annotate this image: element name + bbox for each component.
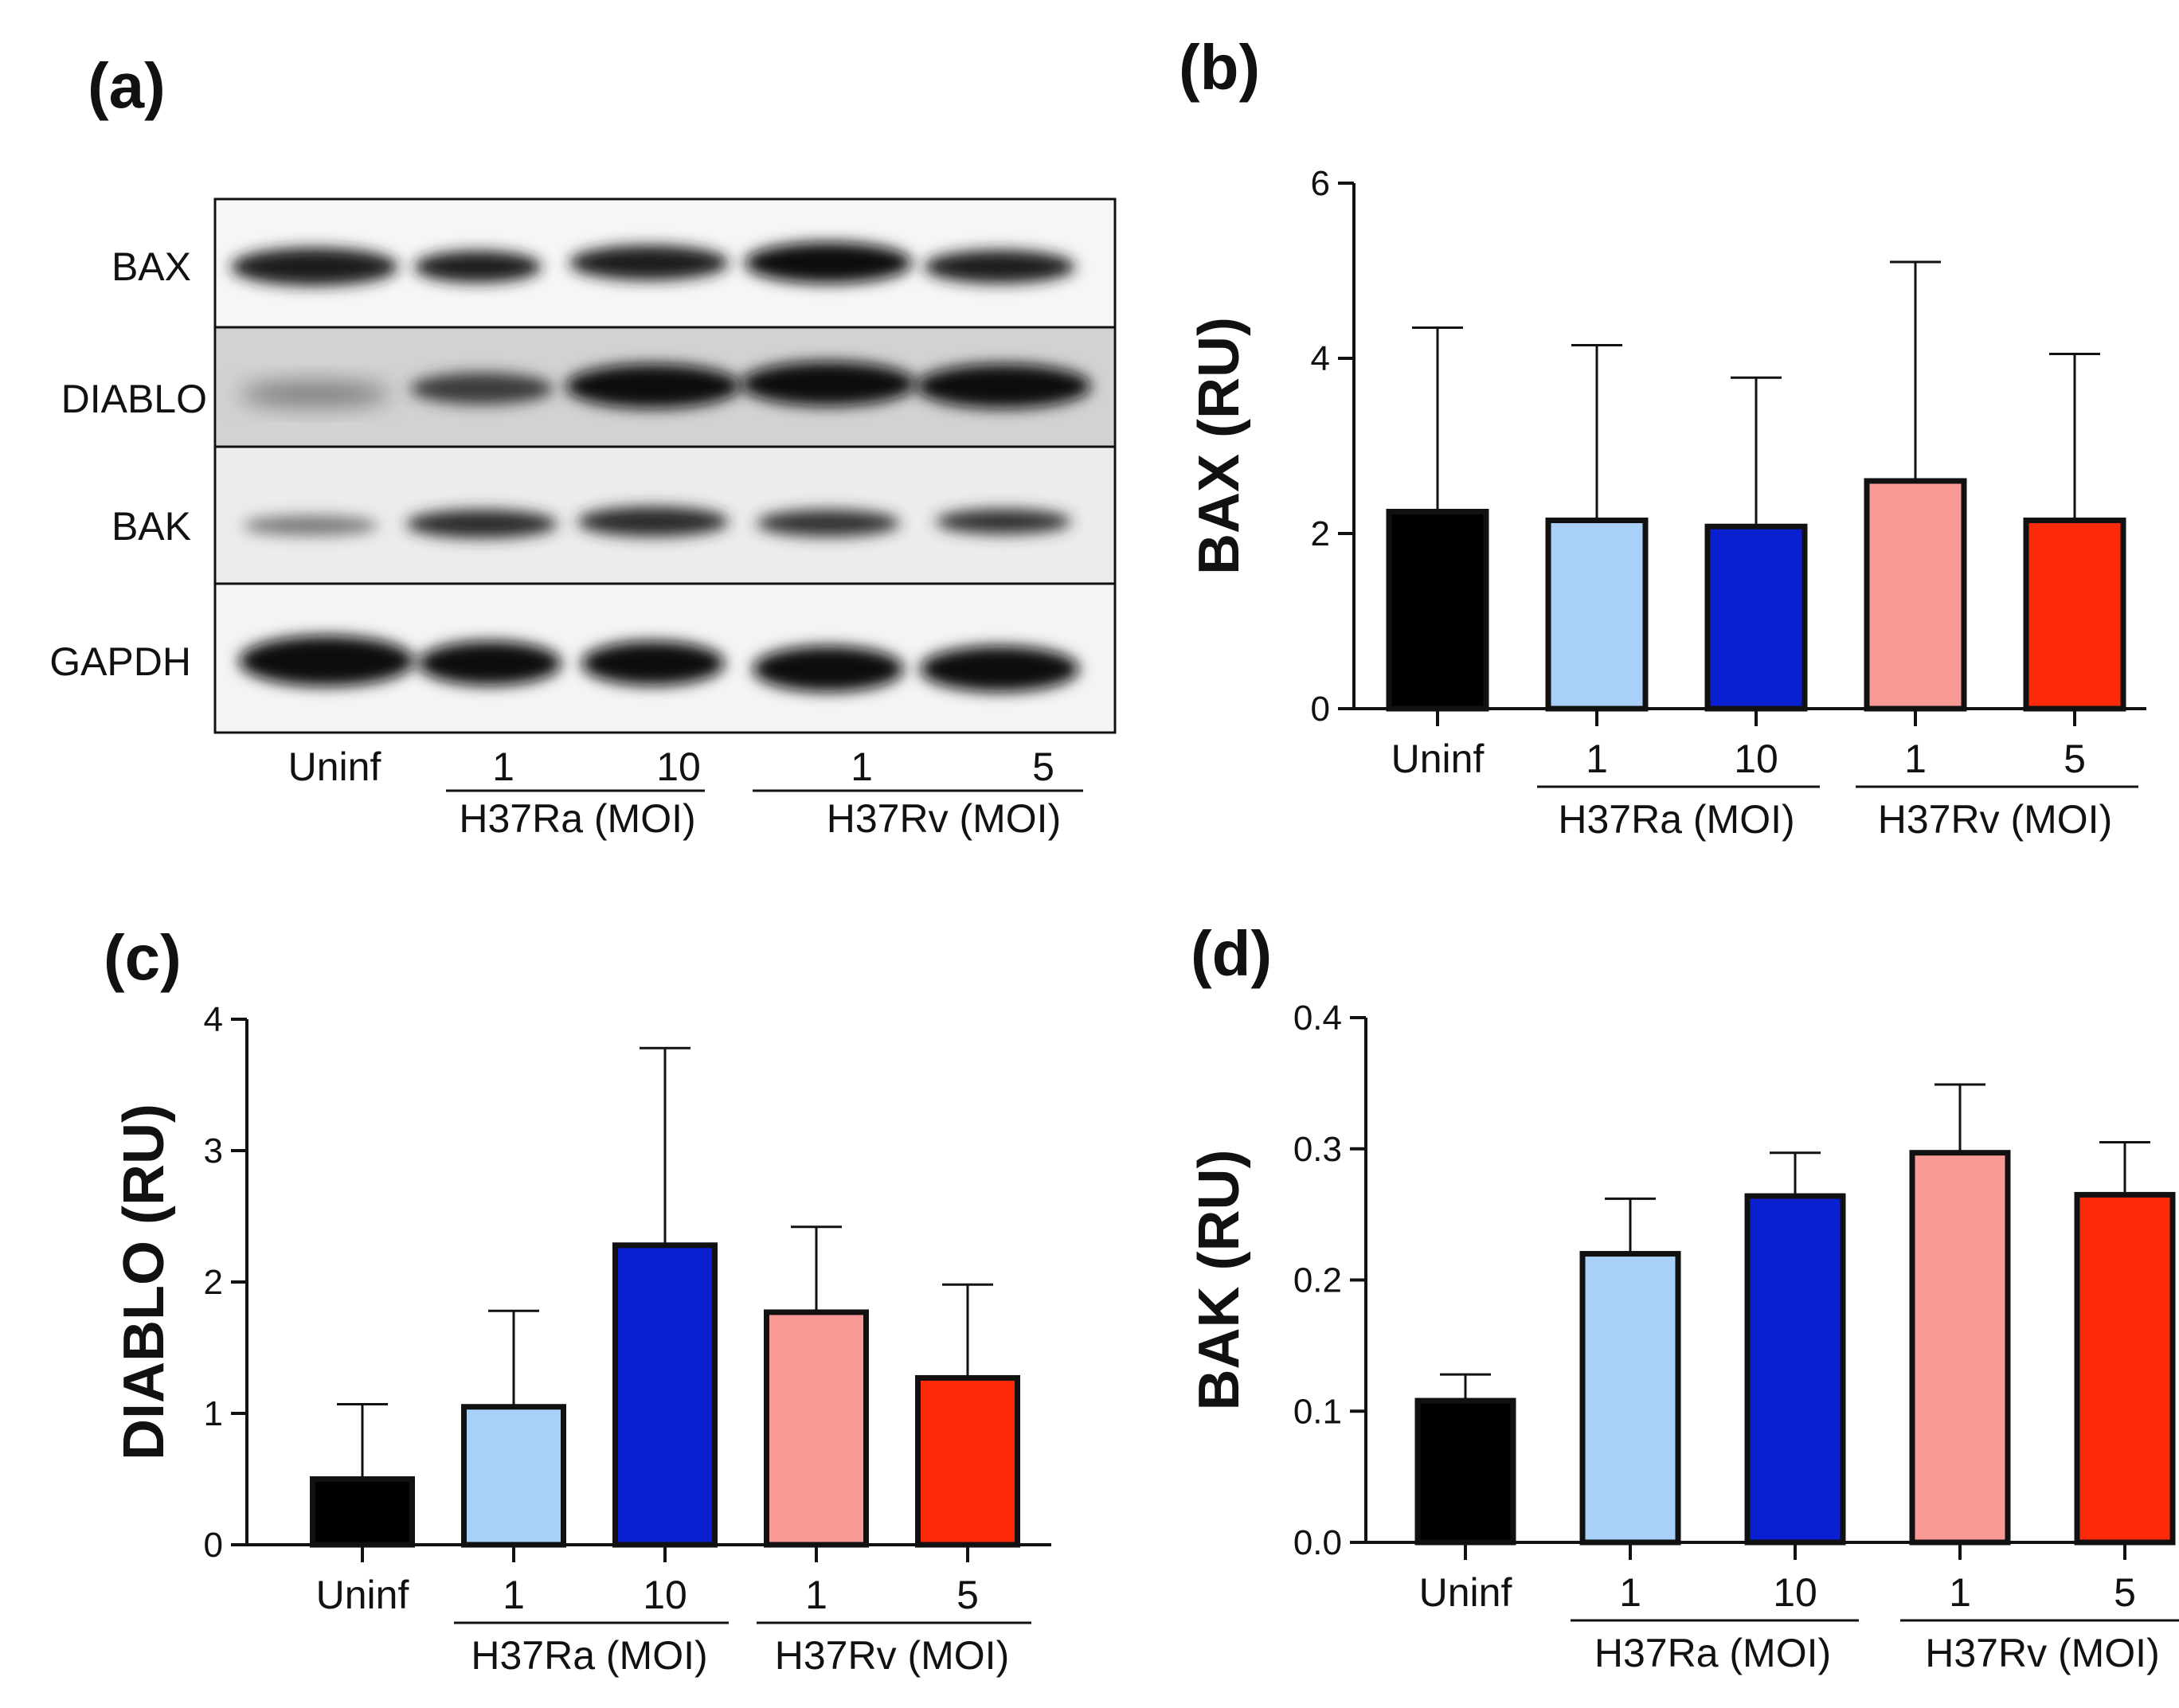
bar xyxy=(1744,1193,1846,1546)
x-tick-label: 10 xyxy=(643,1573,687,1617)
bar xyxy=(612,1242,718,1548)
blot-band xyxy=(916,364,1091,408)
blot-row-label: BAX xyxy=(111,244,191,289)
chart-bax: 0 2 4 6 BAX (RU) Uninf 1 10 1 5 H37Ra (MOI) H37Rv (… xyxy=(1187,164,2146,842)
y-tick-label: 1 xyxy=(204,1394,223,1433)
blot-row-label: GAPDH xyxy=(49,639,191,684)
bar xyxy=(310,1476,415,1548)
x-tick-label: 5 xyxy=(956,1573,979,1617)
y-axis-title: BAX (RU) xyxy=(1187,317,1251,575)
blot-row-label: DIABLO xyxy=(61,377,207,421)
bar xyxy=(1909,1150,2011,1546)
blot-band xyxy=(418,641,561,686)
x-tick-label: 1 xyxy=(1586,737,1608,781)
bar xyxy=(1414,1397,1516,1546)
blot-band xyxy=(757,510,900,537)
y-tick-label: 0.2 xyxy=(1293,1261,1342,1300)
bar xyxy=(1386,509,1489,712)
y-tick-label: 3 xyxy=(204,1132,223,1171)
y-tick-label: 0.1 xyxy=(1293,1392,1342,1431)
x-tick-label: 1 xyxy=(1949,1570,1971,1615)
group-label: H37Ra (MOI) xyxy=(471,1633,707,1678)
blot-band xyxy=(410,373,554,405)
blot-row-label: BAK xyxy=(111,504,191,549)
x-tick-label: 10 xyxy=(1734,737,1778,781)
x-tick-label: Uninf xyxy=(1419,1570,1512,1615)
blot-lane-label: 1 xyxy=(851,745,873,789)
blot-band xyxy=(753,646,904,692)
bar xyxy=(461,1404,566,1548)
x-tick-label: 1 xyxy=(503,1573,525,1617)
x-tick-label: 1 xyxy=(805,1573,827,1617)
blot-lane-label: Uninf xyxy=(288,745,381,789)
blot-band xyxy=(231,248,398,286)
bar xyxy=(764,1309,869,1548)
y-tick-label: 0.3 xyxy=(1293,1130,1342,1169)
bar xyxy=(2023,518,2126,712)
y-tick-label: 2 xyxy=(204,1263,223,1302)
y-tick-label: 0.4 xyxy=(1293,999,1342,1038)
blot-band xyxy=(569,245,729,280)
chart-bak: 0.0 0.1 0.2 0.3 0.4 BAK (RU) Uninf 1 10 1 5 H37Ra (… xyxy=(1187,999,2179,1675)
blot-band xyxy=(920,646,1079,692)
y-tick-label: 4 xyxy=(204,1000,223,1039)
bar xyxy=(915,1374,1020,1548)
blot-group-label: H37Rv (MOI) xyxy=(827,796,1061,841)
y-tick-label: 0 xyxy=(1311,690,1330,729)
y-tick-label: 6 xyxy=(1311,164,1330,203)
bar xyxy=(1545,518,1649,712)
blot-band xyxy=(745,242,912,283)
group-label: H37Rv (MOI) xyxy=(1878,797,2112,842)
blot-group-label: H37Ra (MOI) xyxy=(459,796,695,841)
x-tick-label: 10 xyxy=(1773,1570,1817,1615)
blot-band xyxy=(581,641,725,686)
panel-c-label: (c) xyxy=(104,922,182,993)
blot-lane-label: 5 xyxy=(1032,745,1054,789)
blot-band xyxy=(239,381,390,407)
blot-band xyxy=(414,251,542,283)
y-tick-label: 2 xyxy=(1311,514,1330,553)
x-tick-label: 5 xyxy=(2114,1570,2136,1615)
blot-lane-label: 10 xyxy=(656,745,701,789)
blot-lane-label: 1 xyxy=(492,745,514,789)
y-tick-label: 4 xyxy=(1311,339,1330,378)
bar xyxy=(2074,1191,2176,1546)
bak-bands xyxy=(243,506,1071,538)
bar xyxy=(1864,478,1967,712)
x-tick-label: 5 xyxy=(2064,737,2086,781)
blot-band xyxy=(406,510,557,538)
blot-band xyxy=(741,362,916,406)
blot-band xyxy=(243,515,378,536)
blot-band xyxy=(565,364,741,408)
panel-b-label: (b) xyxy=(1179,32,1260,103)
x-tick-label: 1 xyxy=(1904,737,1927,781)
bax-bands xyxy=(231,242,1075,286)
blot-membrane xyxy=(213,197,1117,734)
bar xyxy=(1579,1251,1681,1546)
y-tick-label: 0.0 xyxy=(1293,1523,1342,1562)
group-label: H37Ra (MOI) xyxy=(1594,1631,1831,1675)
x-tick-label: Uninf xyxy=(316,1573,409,1617)
y-tick-label: 0 xyxy=(204,1526,223,1565)
x-tick-label: Uninf xyxy=(1391,737,1485,781)
panel-a: (a) xyxy=(49,50,1117,841)
bar xyxy=(1704,523,1808,712)
blot-band xyxy=(924,250,1075,283)
gapdh-bands xyxy=(239,635,1079,692)
group-label: H37Rv (MOI) xyxy=(775,1633,1009,1678)
y-axis-title: BAK (RU) xyxy=(1187,1150,1251,1411)
blot-band xyxy=(239,635,414,686)
blot-band xyxy=(577,506,729,537)
diablo-bands xyxy=(239,362,1091,408)
panel-a-label: (a) xyxy=(88,50,166,121)
group-label: H37Rv (MOI) xyxy=(1925,1631,2159,1675)
x-tick-label: 1 xyxy=(1619,1570,1641,1615)
blot-band xyxy=(936,509,1071,534)
y-axis-title: DIABLO (RU) xyxy=(112,1104,176,1460)
group-label: H37Ra (MOI) xyxy=(1558,797,1794,842)
chart-diablo: 0 1 2 3 4 DIABLO (RU) Uninf 1 10 1 5 H37Ra (MOI) H37… xyxy=(112,1000,1051,1678)
panel-d-label: (d) xyxy=(1191,918,1272,989)
